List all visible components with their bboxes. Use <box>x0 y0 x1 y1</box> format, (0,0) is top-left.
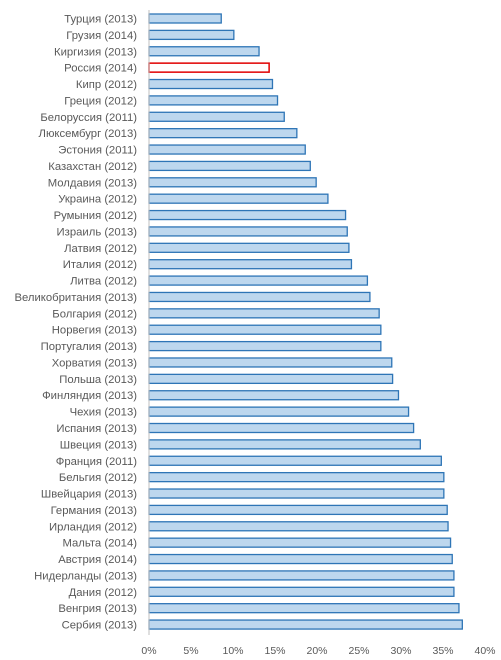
bar-19 <box>148 324 382 335</box>
category-label-36: Венгрия (2013) <box>58 603 137 615</box>
category-label-6: Белоруссия (2011) <box>40 112 137 124</box>
x-tick-label-4: 20% <box>306 645 327 657</box>
category-label-28: Бельгия (2012) <box>59 472 137 484</box>
bar-27 <box>148 455 442 466</box>
category-label-3: Россия (2014) <box>64 63 137 75</box>
bars-group <box>148 13 463 630</box>
bar-28 <box>148 471 445 483</box>
category-label-20: Португалия (2013) <box>41 341 138 353</box>
bar-23 <box>148 390 400 401</box>
category-label-31: Ирландия (2012) <box>49 521 137 533</box>
bar-16 <box>148 275 369 286</box>
bar-36 <box>148 603 460 614</box>
bar-10 <box>148 177 317 188</box>
category-label-8: Эстония (2011) <box>58 145 137 157</box>
bar-20 <box>148 340 382 352</box>
bar-11 <box>148 193 329 204</box>
bar-31 <box>148 521 449 532</box>
category-label-14: Латвия (2012) <box>64 243 137 255</box>
category-label-24: Чехия (2013) <box>70 407 138 419</box>
category-label-10: Молдавия (2013) <box>48 177 137 189</box>
x-tick-label-7: 35% <box>432 645 453 657</box>
bar-8 <box>148 144 306 155</box>
bar-29 <box>148 488 445 499</box>
category-label-21: Хорватия (2013) <box>52 357 138 369</box>
bar-32 <box>148 537 452 548</box>
bar-22 <box>148 373 394 385</box>
category-label-17: Великобритания (2013) <box>14 292 137 304</box>
category-label-22: Польша (2013) <box>59 374 137 386</box>
bar-21 <box>148 357 393 368</box>
x-tick-label-3: 15% <box>264 645 285 657</box>
bar-0 <box>148 13 222 24</box>
category-label-37: Сербия (2013) <box>62 620 138 632</box>
category-label-26: Швеция (2013) <box>60 439 137 451</box>
category-label-7: Люксембург (2013) <box>39 128 138 140</box>
category-label-9: Казахстан (2012) <box>48 161 137 173</box>
bar-17 <box>148 291 371 303</box>
bar-15 <box>148 259 353 270</box>
category-label-16: Литва (2012) <box>70 276 137 288</box>
bar-4 <box>148 78 274 90</box>
bar-24 <box>148 406 410 417</box>
category-label-25: Испания (2013) <box>56 423 137 435</box>
category-label-23: Финляндия (2013) <box>42 390 137 402</box>
category-label-13: Израиль (2013) <box>57 226 138 238</box>
bar-18 <box>148 308 380 319</box>
bar-25 <box>148 422 415 434</box>
x-tick-label-6: 30% <box>390 645 411 657</box>
bar-7 <box>148 128 298 139</box>
bar-26 <box>148 439 421 450</box>
bar-13 <box>148 226 348 237</box>
category-label-27: Франция (2011) <box>56 456 137 468</box>
category-label-0: Турция (2013) <box>64 14 137 26</box>
bar-9 <box>148 160 311 172</box>
x-tick-label-5: 25% <box>348 645 369 657</box>
x-tick-label-8: 40% <box>474 645 495 657</box>
category-label-18: Болгария (2012) <box>52 308 137 320</box>
x-axis-tick-labels: 0% 5% 10% 15% 20% 25% 30% 35% 40% <box>141 645 495 657</box>
category-label-2: Киргизия (2013) <box>54 46 137 58</box>
category-label-4: Кипр (2012) <box>76 79 137 91</box>
bar-37 <box>148 619 463 630</box>
bar-34 <box>148 570 455 581</box>
category-label-15: Италия (2012) <box>63 259 138 271</box>
category-label-12: Румыния (2012) <box>54 210 138 222</box>
category-label-1: Грузия (2014) <box>66 30 137 42</box>
bar-35 <box>148 586 455 597</box>
bar-2 <box>148 46 260 57</box>
category-label-34: Нидерланды (2013) <box>34 570 137 582</box>
bar-3 <box>148 62 270 73</box>
category-label-19: Норвегия (2013) <box>52 325 137 337</box>
category-label-11: Украина (2012) <box>58 194 137 206</box>
category-labels: Турция (2013) Грузия (2014) Киргизия (2013… <box>14 14 137 632</box>
bar-14 <box>148 242 350 253</box>
category-label-33: Австрия (2014) <box>58 554 137 566</box>
bar-1 <box>148 29 235 41</box>
bar-5 <box>148 95 279 106</box>
category-label-35: Дания (2012) <box>69 587 138 599</box>
x-tick-label-2: 10% <box>222 645 243 657</box>
x-tick-label-1: 5% <box>183 645 198 657</box>
bar-33 <box>148 553 453 565</box>
category-label-5: Греция (2012) <box>64 95 137 107</box>
category-label-32: Мальта (2014) <box>62 538 137 550</box>
category-label-30: Германия (2013) <box>51 505 138 517</box>
bar-12 <box>148 209 347 221</box>
category-label-29: Швейцария (2013) <box>41 489 137 501</box>
bar-30 <box>148 504 448 516</box>
bar-6 <box>148 111 285 122</box>
x-tick-label-0: 0% <box>141 645 156 657</box>
